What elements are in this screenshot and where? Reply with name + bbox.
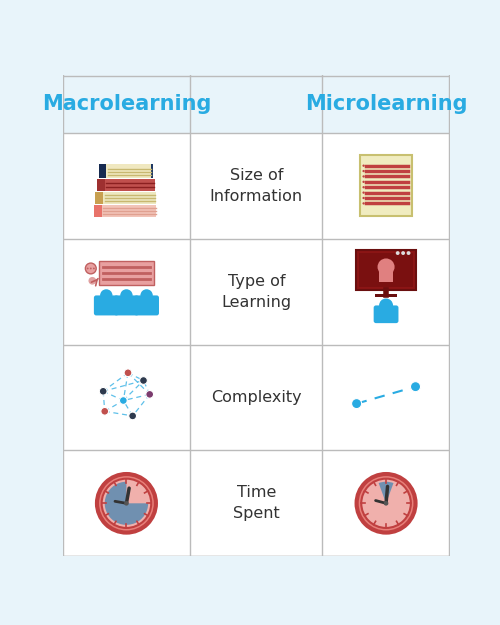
Circle shape — [124, 501, 129, 506]
FancyBboxPatch shape — [134, 296, 159, 316]
Circle shape — [100, 289, 112, 302]
Circle shape — [362, 186, 365, 188]
Bar — [359, 253, 413, 287]
Bar — [322, 239, 450, 344]
Circle shape — [102, 479, 151, 528]
Bar — [62, 132, 190, 239]
Bar — [97, 179, 155, 191]
Circle shape — [86, 263, 96, 274]
Circle shape — [410, 382, 420, 392]
Circle shape — [352, 399, 362, 409]
Circle shape — [406, 251, 410, 255]
Bar — [190, 451, 322, 556]
FancyBboxPatch shape — [94, 296, 118, 316]
Circle shape — [401, 251, 405, 255]
Bar — [96, 192, 103, 204]
Bar — [94, 205, 102, 217]
Circle shape — [120, 289, 132, 302]
Bar — [360, 155, 412, 216]
Circle shape — [362, 202, 365, 204]
Circle shape — [90, 268, 92, 269]
Bar — [94, 205, 156, 217]
FancyBboxPatch shape — [114, 296, 139, 316]
Bar — [375, 294, 397, 297]
Circle shape — [362, 479, 411, 528]
Circle shape — [396, 251, 400, 255]
Circle shape — [129, 412, 136, 420]
Bar — [98, 164, 106, 178]
Bar — [356, 250, 416, 290]
Circle shape — [93, 268, 95, 269]
Circle shape — [140, 377, 147, 384]
Bar — [62, 451, 190, 556]
Circle shape — [378, 259, 394, 276]
Bar — [322, 451, 450, 556]
Bar — [62, 239, 190, 344]
Text: Size of
Information: Size of Information — [210, 168, 303, 204]
Bar — [190, 344, 322, 451]
Circle shape — [356, 474, 416, 532]
Text: Time
Spent: Time Spent — [233, 485, 280, 521]
Text: Macrolearning: Macrolearning — [42, 94, 211, 114]
Circle shape — [87, 268, 88, 269]
Circle shape — [88, 277, 96, 284]
FancyBboxPatch shape — [374, 306, 398, 323]
Text: Type of
Learning: Type of Learning — [221, 274, 292, 309]
Bar — [379, 269, 393, 282]
Circle shape — [101, 408, 108, 415]
Circle shape — [362, 175, 365, 178]
Bar — [98, 261, 154, 286]
Bar — [62, 344, 190, 451]
Circle shape — [362, 170, 365, 172]
Circle shape — [146, 391, 154, 398]
Circle shape — [140, 289, 153, 302]
Circle shape — [100, 388, 107, 395]
Circle shape — [120, 397, 127, 404]
Wedge shape — [378, 482, 394, 503]
Circle shape — [362, 197, 365, 199]
Circle shape — [97, 474, 156, 532]
Bar — [98, 164, 153, 178]
Circle shape — [379, 299, 393, 312]
Text: Complexity: Complexity — [211, 390, 302, 405]
Circle shape — [362, 164, 365, 167]
Bar — [190, 132, 322, 239]
Bar — [106, 164, 151, 178]
Bar — [97, 179, 104, 191]
Bar — [322, 132, 450, 239]
Bar — [190, 239, 322, 344]
Bar — [62, 75, 450, 132]
Bar — [96, 192, 156, 204]
Circle shape — [124, 369, 132, 377]
Bar — [322, 344, 450, 451]
Circle shape — [362, 181, 365, 183]
Circle shape — [362, 191, 365, 194]
Text: Microlearning: Microlearning — [305, 94, 468, 114]
Wedge shape — [104, 482, 148, 525]
Circle shape — [384, 501, 388, 506]
